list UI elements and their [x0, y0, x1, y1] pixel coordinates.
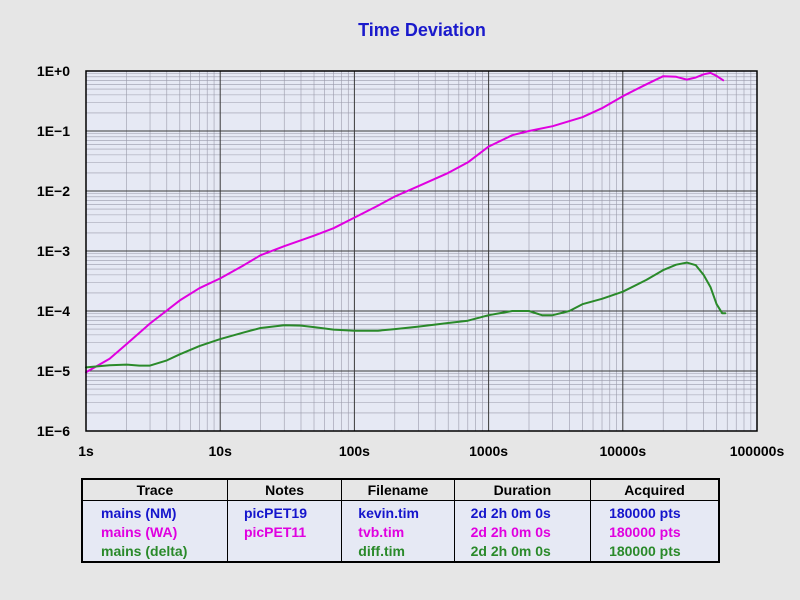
y-tick-label: 1E−3 [37, 243, 70, 259]
y-tick-label: 1E+0 [37, 63, 70, 79]
legend-body-row: mains (NM) mains (WA) mains (delta) picP… [82, 500, 719, 563]
y-tick-label: 1E−6 [37, 423, 70, 439]
notes-cell: picPET19 [243, 505, 307, 521]
duration-cell: 2d 2h 0m 0s [470, 505, 551, 521]
duration-cell: 2d 2h 0m 0s [470, 524, 551, 540]
trace-cell: mains (NM) [101, 505, 177, 521]
x-tick-label: 100000s [730, 443, 785, 459]
y-tick-label: 1E−5 [37, 363, 70, 379]
series-line-mains-wa [85, 71, 725, 374]
filename-column: kevin.tim tvb.tim diff.tim [341, 500, 455, 562]
notes-column: picPET19 picPET11 [226, 500, 342, 562]
x-tick-label: 1000s [469, 443, 508, 459]
y-tick-label: 1E−1 [37, 123, 70, 139]
trace-cell: mains (WA) [101, 524, 178, 540]
acquired-cell: 180000 pts [609, 505, 681, 521]
y-tick-label: 1E−4 [37, 303, 70, 319]
legend-header-row: Trace Notes Filename Duration Acquired [82, 479, 719, 501]
notes-cell: picPET11 [243, 524, 307, 540]
filename-cell: tvb.tim [358, 524, 405, 540]
x-tick-label: 10s [209, 443, 233, 459]
trace-cell: mains (delta) [101, 543, 188, 559]
header-acquired: Acquired [590, 479, 719, 501]
series-line-mains-delta [85, 261, 727, 369]
acquired-cell: 180000 pts [609, 543, 681, 559]
x-tick-label: 10000s [599, 443, 646, 459]
x-axis-tick-labels: 1s 10s 100s 1000s 10000s 100000s [78, 443, 784, 459]
filename-cell: kevin.tim [358, 505, 419, 521]
x-tick-label: 1s [78, 443, 94, 459]
header-filename: Filename [341, 479, 455, 501]
chart-title: Time Deviation [358, 20, 486, 40]
y-tick-label: 1E−2 [37, 183, 70, 199]
x-tick-label: 100s [339, 443, 370, 459]
acquired-column: 180000 pts 180000 pts 180000 pts [590, 500, 719, 562]
y-axis-tick-labels: 1E−6 1E−5 1E−4 1E−3 1E−2 1E−1 1E+0 [37, 63, 70, 439]
header-duration: Duration [453, 479, 591, 501]
duration-column: 2d 2h 0m 0s 2d 2h 0m 0s 2d 2h 0m 0s [453, 500, 591, 562]
plot-frame [85, 70, 758, 432]
acquired-cell: 180000 pts [609, 524, 681, 540]
header-notes: Notes [226, 479, 342, 501]
header-trace: Trace [82, 479, 228, 501]
duration-cell: 2d 2h 0m 0s [470, 543, 551, 559]
filename-cell: diff.tim [358, 543, 405, 559]
legend-table: Trace Notes Filename Duration Acquired m… [81, 478, 720, 563]
trace-column: mains (NM) mains (WA) mains (delta) [82, 501, 227, 563]
series-lines [85, 71, 727, 374]
